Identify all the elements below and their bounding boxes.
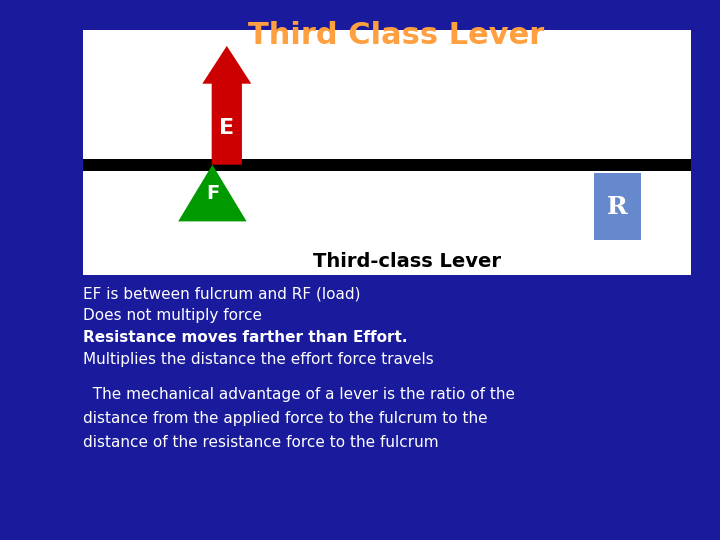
Text: Multiplies the distance the effort force travels: Multiplies the distance the effort force… bbox=[83, 352, 433, 367]
Text: Resistance moves farther than Effort.: Resistance moves farther than Effort. bbox=[83, 330, 408, 345]
Text: Third-class Lever: Third-class Lever bbox=[312, 252, 501, 272]
Text: EF is between fulcrum and RF (load): EF is between fulcrum and RF (load) bbox=[83, 287, 360, 302]
Text: E: E bbox=[219, 118, 235, 138]
Bar bbox=[83, 159, 691, 171]
Text: R: R bbox=[607, 194, 628, 219]
Text: The mechanical advantage of a lever is the ratio of the: The mechanical advantage of a lever is t… bbox=[83, 387, 515, 402]
Text: Does not multiply force: Does not multiply force bbox=[83, 308, 262, 323]
Polygon shape bbox=[202, 46, 251, 165]
Text: distance of the resistance force to the fulcrum: distance of the resistance force to the … bbox=[83, 435, 438, 450]
Bar bbox=[594, 173, 641, 240]
Polygon shape bbox=[179, 165, 246, 221]
Text: Third Class Lever: Third Class Lever bbox=[248, 21, 544, 50]
Text: distance from the applied force to the fulcrum to the: distance from the applied force to the f… bbox=[83, 411, 487, 426]
Bar bbox=[83, 30, 691, 275]
Text: F: F bbox=[206, 184, 219, 202]
